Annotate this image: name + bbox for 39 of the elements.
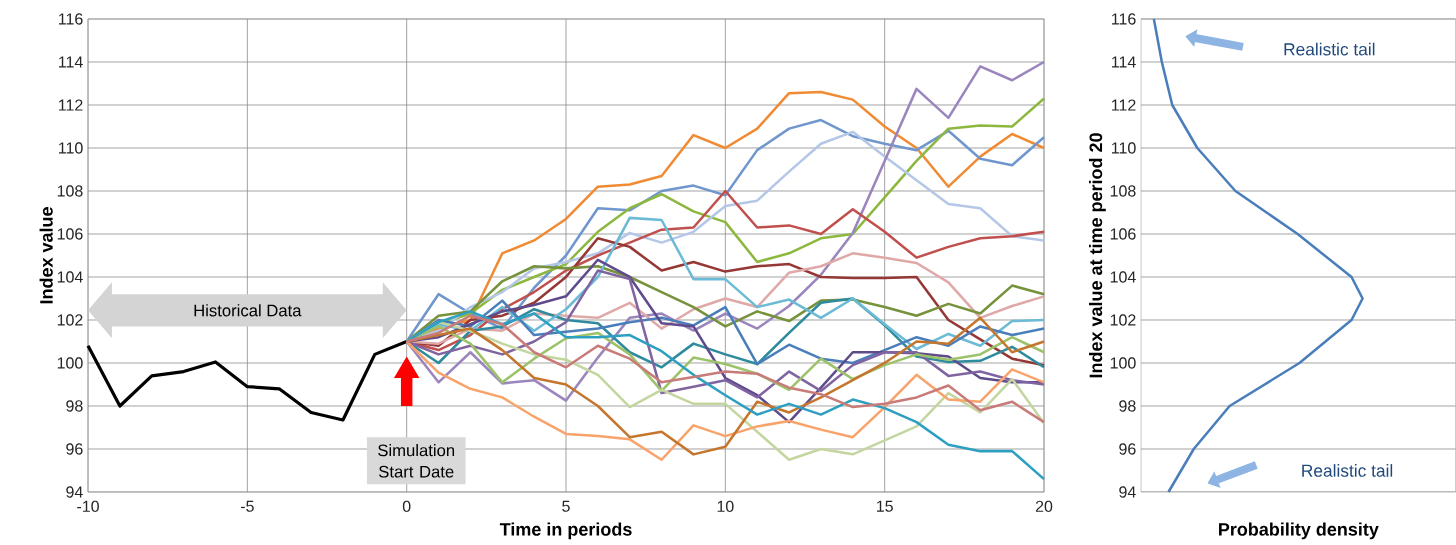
y-tick-label: 102	[57, 314, 83, 326]
x-tick-label: 0	[402, 500, 411, 513]
y-tick-label: 102	[1110, 314, 1136, 326]
y-tick-label: 104	[1110, 271, 1136, 283]
x-tick-label: 15	[876, 500, 893, 512]
y-axis-title: Index value	[39, 207, 53, 304]
x-axis-title: Probability density	[1219, 522, 1379, 540]
y-tick-label: 106	[57, 228, 83, 240]
y-tick-label: 98	[66, 400, 83, 412]
y-tick-label: 114	[1112, 56, 1136, 68]
y-tick-label: 114	[59, 56, 83, 68]
x-tick-label: 10	[717, 500, 734, 513]
annotation: Historical Data	[194, 304, 302, 317]
annotation: Simulation Start Date	[378, 444, 455, 478]
y-tick-label: 112	[59, 99, 83, 111]
y-tick-label: 94	[1119, 486, 1136, 498]
y-tick-label: 110	[1112, 142, 1136, 154]
y-tick-label: 108	[1110, 185, 1136, 197]
y-tick-label: 98	[1119, 400, 1136, 412]
y-tick-label: 94	[66, 486, 83, 498]
y-tick-label: 96	[66, 443, 83, 455]
x-tick-label: -10	[77, 500, 99, 513]
x-tick-label: 20	[1035, 500, 1053, 513]
y-tick-label: 108	[57, 185, 83, 197]
x-tick-label: -5	[240, 500, 254, 512]
y-axis-title: Index value at time period 20	[1088, 133, 1106, 378]
y-tick-label: 100	[57, 357, 83, 369]
y-tick-label: 104	[57, 271, 83, 283]
y-tick-label: 106	[1110, 228, 1136, 240]
y-tick-label: 112	[1112, 99, 1136, 111]
y-tick-label: 116	[59, 13, 83, 25]
x-tick-label: 5	[562, 500, 570, 512]
y-tick-label: 96	[1119, 443, 1136, 455]
y-tick-label: 116	[1112, 13, 1136, 25]
y-tick-label: 100	[1110, 357, 1136, 369]
y-tick-label: 110	[59, 142, 83, 154]
x-axis-title: Time in periods	[499, 522, 632, 540]
annotation: Realistic tail	[1284, 42, 1375, 56]
annotation: Realistic tail	[1302, 464, 1393, 477]
